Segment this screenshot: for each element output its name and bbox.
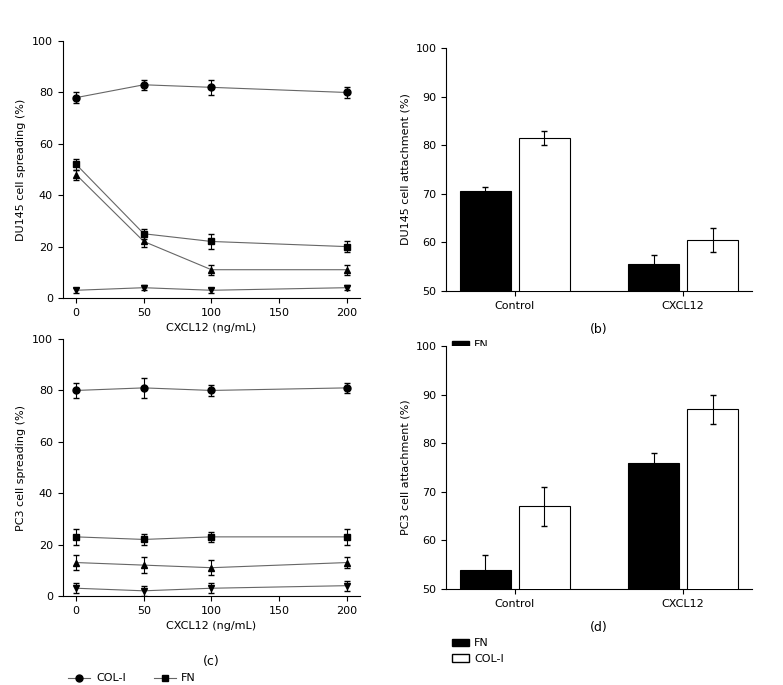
Y-axis label: PC3 cell spreading (%): PC3 cell spreading (%): [16, 405, 27, 530]
Bar: [460, 570, 511, 685]
Bar: [519, 138, 569, 534]
Legend: COL-I, 50K, FN, H/120: COL-I, 50K, FN, H/120: [68, 673, 215, 685]
Bar: [629, 264, 679, 534]
Text: (b): (b): [590, 323, 608, 336]
Y-axis label: DU145 cell attachment (%): DU145 cell attachment (%): [400, 94, 410, 245]
Legend: COL-I, 50K, FN, H/120: COL-I, 50K, FN, H/120: [68, 375, 215, 401]
X-axis label: CXCL12 (ng/mL): CXCL12 (ng/mL): [166, 323, 257, 334]
Y-axis label: PC3 cell attachment (%): PC3 cell attachment (%): [400, 400, 410, 535]
Bar: [629, 462, 679, 685]
Text: (d): (d): [590, 621, 608, 634]
Y-axis label: DU145 cell spreading (%): DU145 cell spreading (%): [16, 99, 27, 240]
Bar: [687, 409, 738, 685]
Legend: FN, COL-I: FN, COL-I: [452, 638, 503, 664]
Text: (c): (c): [203, 655, 220, 668]
X-axis label: CXCL12 (ng/mL): CXCL12 (ng/mL): [166, 621, 257, 632]
Bar: [519, 506, 569, 685]
Bar: [460, 191, 511, 534]
Legend: FN, COL-I: FN, COL-I: [452, 340, 503, 366]
Bar: [687, 240, 738, 534]
Text: (a): (a): [203, 357, 220, 370]
